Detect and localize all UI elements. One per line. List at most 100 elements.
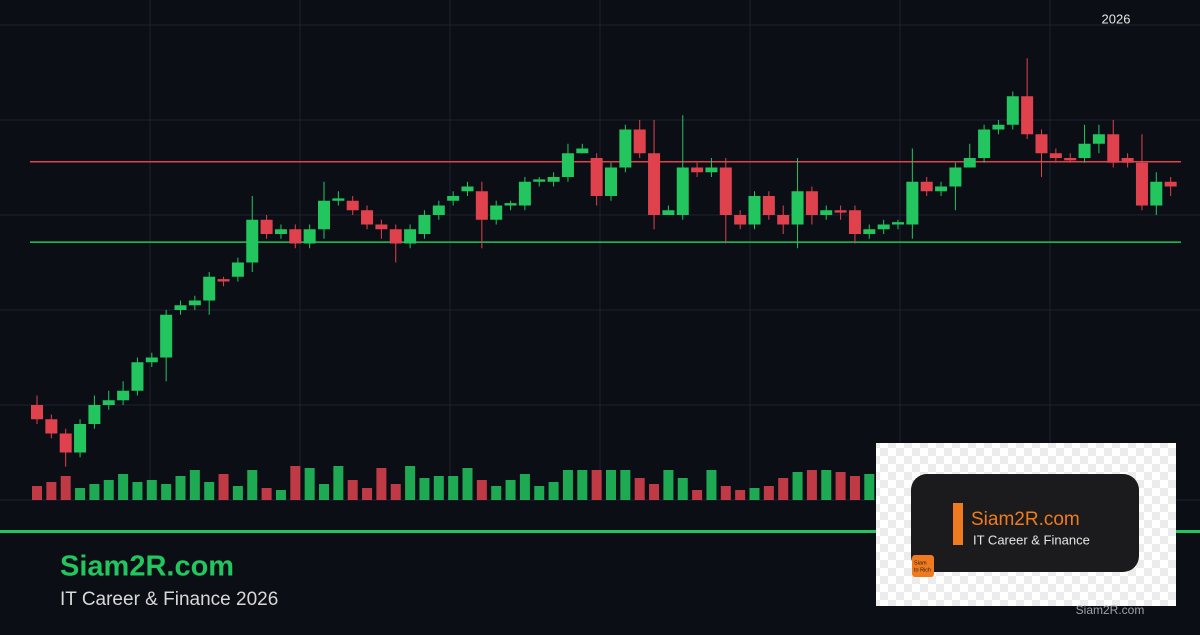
volume-bar [577,470,588,500]
candle-body [260,219,273,234]
candle-body [160,314,173,358]
candle-body [1064,158,1077,161]
volume-bar [275,490,286,500]
candle-body [332,198,345,201]
volume-bar [60,476,71,500]
candle-body [518,181,531,206]
candle-body [533,179,546,182]
candle-body [389,229,402,244]
candle-body [676,167,689,215]
volume-bar [849,476,860,500]
candle-body [246,219,259,263]
divider [0,530,1200,533]
volume-bar [175,476,186,500]
candle-body [633,129,646,154]
candle-body [1006,96,1019,125]
candle-body [734,215,747,225]
volume-bar [232,486,243,500]
candle-body [705,167,718,173]
candle-body [662,210,675,215]
candle-body [949,167,962,187]
volume-bar [333,466,344,500]
candle-body [404,229,417,244]
tagline: IT Career & Finance 2026 [60,589,278,610]
volume-bar [204,482,215,500]
volume-bar [505,480,516,500]
candle-body [1092,134,1105,144]
candle-body [877,224,890,230]
volume-bar [376,468,387,500]
year-label: 2026 [1102,11,1131,26]
candle-body [1049,153,1062,158]
candle-body [547,177,560,182]
volume-bar [89,484,100,500]
candle-body [88,405,101,424]
volume-bar [548,482,559,500]
candle-body [490,205,503,220]
volume-bar [806,470,817,500]
volume-bar [290,466,301,500]
candle-body [906,181,919,225]
candle-body [848,210,861,234]
candle-body [461,186,474,192]
candle-body [418,215,431,234]
volume-bar [634,478,645,500]
card-icon [912,555,934,577]
candle-body [217,279,230,282]
volume-bar [75,488,86,500]
candle-body [992,124,1005,130]
volume-bar [792,472,803,500]
volume-bar [606,470,616,500]
candle-body [648,153,661,215]
candle-body [963,158,976,168]
candle-body [719,167,732,215]
candle-body [231,262,244,277]
volume-bar [692,490,703,500]
candle-body [303,229,316,244]
candle-body [504,203,517,206]
volume-bar [132,482,143,500]
volume-bar [864,474,875,500]
volume-bar [534,486,545,500]
candle-body [1035,134,1048,154]
volume-bar [706,470,717,500]
volume-bar [419,478,430,500]
candle-body [45,419,58,434]
candle-body [102,400,115,405]
candle-body [59,433,72,453]
volume-bar [118,474,129,500]
volume-bar [247,470,258,500]
candle-body [289,229,302,244]
candle-body [131,362,144,391]
volume-bar [462,468,473,500]
volume-bar [189,470,200,500]
card [911,474,1139,572]
candle-body [576,148,589,154]
candle-body [1021,96,1034,135]
candle-body [777,215,790,225]
candle-body [1107,134,1120,163]
volume-bar [319,484,329,500]
volume-bar [261,488,272,500]
candle-body [145,357,158,363]
card-accent [953,503,963,545]
volume-bar [749,488,760,500]
candle-body [74,424,87,453]
candle-body [361,210,374,225]
candle-body [318,200,330,230]
volume-bar [591,470,602,500]
card-brand: Siam2R.com [971,509,1080,530]
candle-body [561,153,574,177]
volume-bar [103,480,114,500]
volume-bar [146,480,157,500]
volume-bar [778,478,789,500]
candle-body [274,229,287,234]
candle-body [432,205,445,215]
candle-body [31,405,43,420]
candle-body [117,390,130,401]
candle-body [475,191,488,220]
candle-body [805,191,818,215]
candle-body [691,167,704,173]
